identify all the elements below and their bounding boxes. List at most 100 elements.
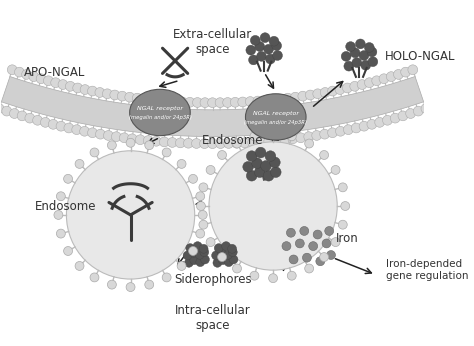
Circle shape (398, 111, 408, 121)
Circle shape (302, 253, 311, 262)
Circle shape (386, 72, 396, 82)
Circle shape (215, 98, 225, 108)
Circle shape (7, 65, 17, 75)
Circle shape (246, 170, 257, 181)
Text: NGAL receptor: NGAL receptor (253, 111, 299, 116)
Circle shape (195, 251, 204, 259)
Circle shape (255, 42, 264, 52)
Circle shape (305, 90, 315, 100)
Circle shape (193, 242, 202, 251)
Circle shape (327, 251, 336, 260)
Circle shape (216, 139, 226, 148)
Circle shape (289, 255, 298, 264)
Circle shape (183, 251, 192, 260)
Circle shape (232, 138, 242, 148)
Circle shape (243, 162, 254, 172)
Circle shape (359, 121, 369, 131)
Circle shape (408, 65, 418, 75)
Circle shape (183, 138, 193, 148)
Circle shape (200, 248, 209, 257)
Circle shape (25, 113, 35, 123)
Circle shape (351, 123, 361, 133)
Circle shape (331, 165, 340, 174)
Circle shape (272, 136, 282, 145)
Circle shape (136, 135, 145, 145)
Circle shape (406, 109, 416, 118)
Circle shape (322, 239, 331, 248)
Text: APO-NGAL: APO-NGAL (24, 66, 85, 79)
Circle shape (224, 258, 233, 266)
Circle shape (280, 135, 290, 145)
Circle shape (90, 148, 99, 157)
Circle shape (228, 244, 237, 253)
Circle shape (269, 36, 279, 46)
Circle shape (185, 97, 195, 107)
Circle shape (206, 238, 215, 247)
Circle shape (75, 160, 84, 169)
Circle shape (197, 202, 205, 210)
Circle shape (309, 242, 318, 251)
Text: Endosome: Endosome (202, 135, 264, 147)
Circle shape (316, 257, 325, 266)
Text: Iron-depended
gene regulation: Iron-depended gene regulation (386, 260, 469, 281)
Circle shape (265, 54, 275, 64)
Circle shape (383, 115, 392, 125)
Circle shape (159, 137, 169, 147)
Circle shape (375, 117, 384, 127)
Circle shape (36, 74, 46, 84)
Circle shape (357, 80, 367, 89)
Circle shape (64, 174, 73, 183)
Circle shape (328, 128, 337, 138)
Circle shape (80, 85, 90, 94)
Circle shape (365, 78, 374, 88)
Circle shape (111, 132, 121, 142)
Circle shape (219, 256, 227, 265)
Circle shape (44, 76, 53, 86)
Text: Endosome: Endosome (35, 200, 96, 212)
Circle shape (233, 264, 241, 273)
Circle shape (29, 72, 39, 82)
Circle shape (95, 129, 105, 139)
Circle shape (269, 274, 278, 283)
Circle shape (72, 125, 82, 135)
Circle shape (335, 85, 345, 94)
Circle shape (252, 158, 263, 169)
Circle shape (64, 123, 74, 133)
Circle shape (367, 47, 377, 57)
Circle shape (287, 271, 296, 280)
Circle shape (200, 98, 210, 108)
Circle shape (336, 126, 346, 136)
Circle shape (103, 130, 113, 140)
Circle shape (199, 183, 208, 192)
Circle shape (256, 52, 266, 61)
Circle shape (263, 170, 274, 181)
Circle shape (218, 253, 227, 262)
Circle shape (228, 248, 237, 257)
Circle shape (126, 283, 135, 292)
Circle shape (338, 220, 347, 229)
Circle shape (233, 139, 241, 148)
Polygon shape (1, 76, 424, 137)
Circle shape (229, 255, 238, 264)
Circle shape (54, 210, 63, 219)
Circle shape (196, 258, 205, 266)
Circle shape (368, 57, 378, 66)
Circle shape (189, 248, 198, 257)
Circle shape (167, 138, 177, 147)
Circle shape (344, 125, 353, 135)
Circle shape (155, 95, 164, 105)
Circle shape (17, 111, 27, 121)
Circle shape (270, 167, 281, 177)
Circle shape (151, 136, 161, 146)
Circle shape (379, 74, 389, 84)
Circle shape (401, 67, 410, 77)
Circle shape (361, 60, 371, 70)
Circle shape (230, 97, 240, 107)
Circle shape (246, 97, 255, 107)
Circle shape (319, 151, 328, 160)
Text: (megalin and/or 24p3R): (megalin and/or 24p3R) (244, 120, 307, 125)
Circle shape (88, 86, 97, 96)
Circle shape (143, 136, 153, 145)
Circle shape (175, 138, 185, 148)
Circle shape (320, 129, 329, 139)
